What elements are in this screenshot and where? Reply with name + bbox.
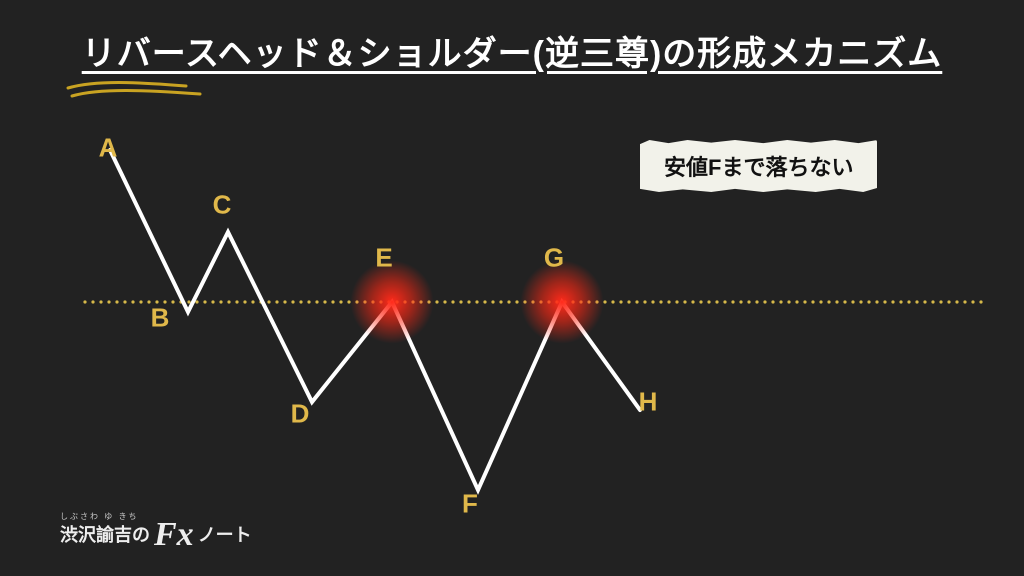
- point-label-a: A: [99, 133, 118, 164]
- chart-canvas: [0, 0, 1024, 576]
- logo-kanji-left: 渋沢諭吉の: [60, 525, 150, 545]
- logo-fx: Fx: [154, 516, 194, 554]
- price-line: [110, 150, 640, 490]
- point-label-d: D: [291, 399, 310, 430]
- point-label-e: E: [375, 243, 392, 274]
- point-label-h: H: [639, 387, 658, 418]
- brand-logo: しぶさわ ゆ きち 渋沢諭吉の Fx ノート: [60, 512, 252, 550]
- point-label-g: G: [544, 243, 564, 274]
- logo-kanji-right: ノート: [198, 521, 252, 547]
- neckline-dotted: [83, 300, 982, 303]
- point-label-c: C: [213, 190, 232, 221]
- point-label-b: B: [151, 303, 170, 334]
- point-label-f: F: [462, 489, 478, 520]
- logo-ruby: しぶさわ ゆ きち: [60, 511, 138, 522]
